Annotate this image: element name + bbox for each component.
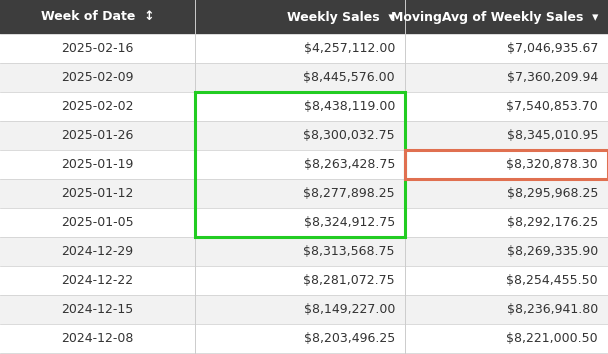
Text: 2025-01-26: 2025-01-26	[61, 129, 134, 142]
Bar	[0, 34, 608, 63]
Text: $8,295,968.25: $8,295,968.25	[506, 187, 598, 200]
Bar	[0, 63, 608, 92]
Text: $8,300,032.75: $8,300,032.75	[303, 129, 395, 142]
Text: $8,324,912.75: $8,324,912.75	[304, 216, 395, 229]
Text: $4,257,112.00: $4,257,112.00	[303, 42, 395, 55]
Text: 2025-01-12: 2025-01-12	[61, 187, 134, 200]
Bar	[0, 237, 608, 266]
Text: 2025-02-02: 2025-02-02	[61, 100, 134, 113]
Text: $7,360,209.94: $7,360,209.94	[506, 71, 598, 84]
Bar	[195, 0, 405, 34]
Text: Weekly Sales  ▾: Weekly Sales ▾	[288, 11, 395, 23]
Text: $8,438,119.00: $8,438,119.00	[303, 100, 395, 113]
Text: $8,203,496.25: $8,203,496.25	[304, 332, 395, 345]
Text: $8,236,941.80: $8,236,941.80	[506, 303, 598, 316]
Text: 2024-12-08: 2024-12-08	[61, 332, 134, 345]
Text: $7,540,853.70: $7,540,853.70	[506, 100, 598, 113]
Text: $8,313,568.75: $8,313,568.75	[303, 245, 395, 258]
Text: $8,263,428.75: $8,263,428.75	[303, 158, 395, 171]
Bar	[0, 0, 195, 34]
Text: 2025-02-16: 2025-02-16	[61, 42, 134, 55]
Bar	[0, 208, 608, 237]
Bar	[0, 324, 608, 353]
Text: 2025-01-05: 2025-01-05	[61, 216, 134, 229]
Text: Week of Date  ↕: Week of Date ↕	[41, 11, 154, 23]
Text: 2025-02-09: 2025-02-09	[61, 71, 134, 84]
Text: $8,149,227.00: $8,149,227.00	[303, 303, 395, 316]
Bar	[0, 295, 608, 324]
Bar	[405, 0, 608, 34]
Text: MovingAvg of Weekly Sales  ▾: MovingAvg of Weekly Sales ▾	[390, 11, 598, 23]
Text: $8,345,010.95: $8,345,010.95	[506, 129, 598, 142]
Text: $8,320,878.30: $8,320,878.30	[506, 158, 598, 171]
Text: $8,445,576.00: $8,445,576.00	[303, 71, 395, 84]
Text: 2024-12-29: 2024-12-29	[61, 245, 134, 258]
Bar	[0, 92, 608, 121]
Text: 2025-01-19: 2025-01-19	[61, 158, 134, 171]
Text: $8,281,072.75: $8,281,072.75	[303, 274, 395, 287]
Bar	[195, 92, 405, 237]
Text: $8,269,335.90: $8,269,335.90	[506, 245, 598, 258]
Text: $8,254,455.50: $8,254,455.50	[506, 274, 598, 287]
Bar	[0, 121, 608, 150]
Text: 2024-12-22: 2024-12-22	[61, 274, 134, 287]
Bar	[0, 266, 608, 295]
Bar	[0, 150, 608, 179]
Text: $8,292,176.25: $8,292,176.25	[506, 216, 598, 229]
Bar	[0, 179, 608, 208]
Text: $8,277,898.25: $8,277,898.25	[303, 187, 395, 200]
Bar	[405, 150, 608, 179]
Text: $8,221,000.50: $8,221,000.50	[506, 332, 598, 345]
Text: $7,046,935.67: $7,046,935.67	[506, 42, 598, 55]
Text: 2024-12-15: 2024-12-15	[61, 303, 134, 316]
